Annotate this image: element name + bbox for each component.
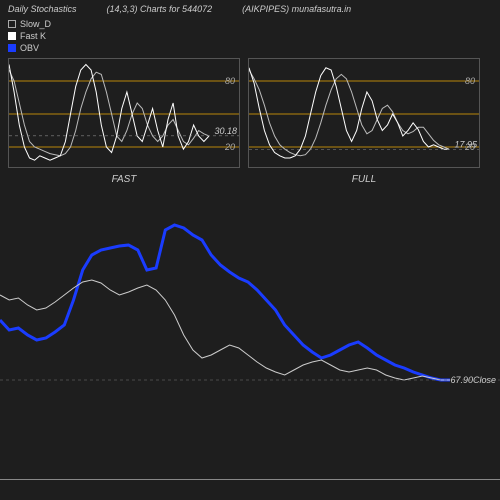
stoch-panels: 20 80 30.18 FAST 20 80 17.95 FULL	[0, 58, 500, 185]
fast-chart-svg: 20 80 30.18	[9, 59, 239, 169]
bottom-axis-line	[0, 479, 500, 480]
swatch-obv	[8, 44, 16, 52]
panel-full: 208017.95	[248, 58, 480, 168]
title-text: Daily Stochastics	[8, 4, 77, 14]
svg-text:80: 80	[465, 76, 475, 86]
swatch-fast-k	[8, 32, 16, 40]
svg-text:67.90Close: 67.90Close	[450, 375, 496, 385]
chart-header: Daily Stochastics (14,3,3) Charts for 54…	[0, 0, 500, 16]
symbol-text: (AIKPIPES) munafasutra.in	[242, 4, 351, 14]
legend-label: Slow_D	[20, 18, 51, 30]
main-chart: 67.90Close	[0, 200, 500, 500]
legend-item: Slow_D	[8, 18, 492, 30]
svg-text:30.18: 30.18	[214, 126, 237, 136]
legend-item: OBV	[8, 42, 492, 54]
swatch-slow-d	[8, 20, 16, 28]
svg-text:17.95: 17.95	[454, 139, 478, 149]
legend-label: Fast K	[20, 30, 46, 42]
params-text: (14,3,3) Charts for 544072	[107, 4, 213, 14]
panel-label-fast: FAST	[8, 168, 240, 185]
legend-item: Fast K	[8, 30, 492, 42]
panel-fast: 20 80 30.18	[8, 58, 240, 168]
panel-fast-wrap: 20 80 30.18 FAST	[8, 58, 240, 185]
svg-text:20: 20	[224, 142, 235, 152]
panel-full-wrap: 208017.95 FULL	[248, 58, 480, 185]
panel-label-full: FULL	[248, 168, 480, 185]
main-chart-svg: 67.90Close	[0, 200, 500, 490]
full-chart-svg: 208017.95	[249, 59, 479, 169]
legend: Slow_D Fast K OBV	[0, 16, 500, 56]
svg-text:80: 80	[225, 76, 235, 86]
legend-label: OBV	[20, 42, 39, 54]
